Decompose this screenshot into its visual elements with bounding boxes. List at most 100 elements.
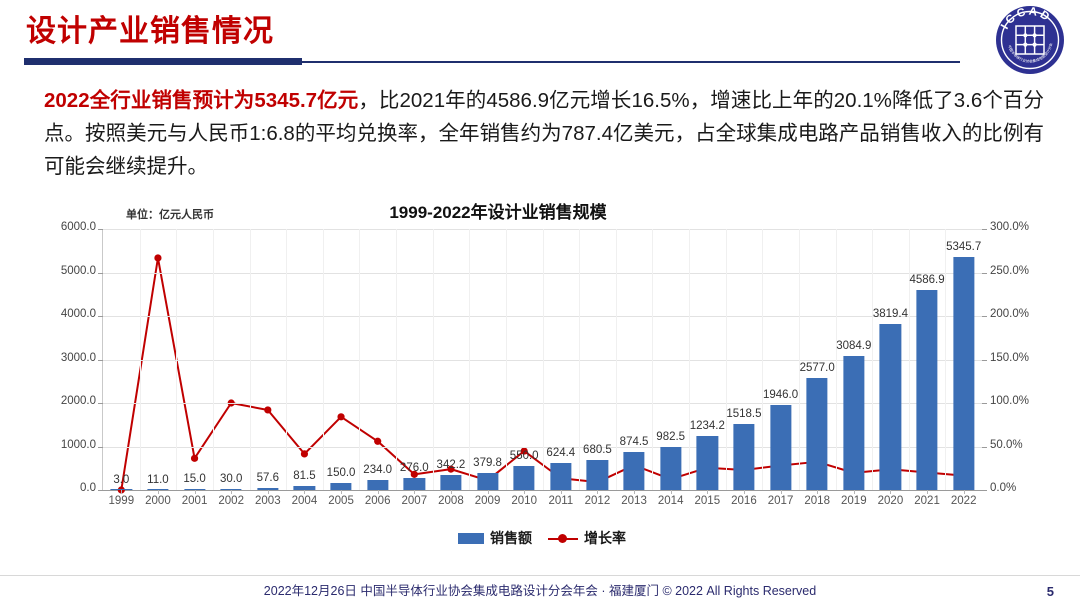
chart-bar-label: 874.5 [619,435,649,448]
chart-bar-group[interactable]: 5345.7 2022 [945,229,982,507]
chart-bar-label: 11.0 [147,473,169,486]
chart-bar-group[interactable]: 2577.0 2018 [799,229,836,507]
chart-bar[interactable] [733,423,755,490]
chart-bar-group[interactable]: 150.0 2005 [323,229,360,507]
chart-bar-label: 15.0 [183,473,206,486]
chart-bar[interactable] [513,466,535,490]
chart-bar[interactable] [696,436,718,490]
y-axis-left-tickmark [98,229,103,230]
chart-vgridline [798,229,800,490]
chart-bar-group[interactable]: 342.2 2008 [433,229,470,507]
chart-bar[interactable] [147,488,169,490]
chart-bar-group[interactable]: 874.5 2013 [616,229,653,507]
chart-bar[interactable] [257,487,279,490]
chart-bar-group[interactable]: 4586.9 2021 [909,229,946,507]
chart-bar[interactable] [183,488,206,490]
chart-bar[interactable] [843,355,865,490]
x-axis-tickmark [853,490,855,494]
chart-bar-group[interactable]: 11.0 2000 [140,229,177,507]
chart-vgridline [725,229,727,490]
x-axis-label: 2011 [548,495,574,507]
y-axis-left-tickmark [98,359,103,361]
legend-item-growth[interactable]: 增长率 [548,528,626,548]
chart-line-point[interactable] [374,437,382,445]
legend-item-sales[interactable]: 销售额 [458,528,532,548]
x-axis-label: 2006 [364,495,391,507]
chart-bar[interactable] [953,257,975,490]
chart-bar[interactable] [879,323,902,490]
chart-bar-group[interactable]: 624.4 2011 [543,229,580,507]
y-axis-right-tick: 200.0% [990,308,1030,320]
x-axis-tickmark [231,490,233,494]
chart-bar-group[interactable]: 550.0 2010 [506,229,543,507]
iccad-logo-icon: ICCAD 中国半导体行业协会集成电路设计分会 [994,4,1066,76]
chart-bar-label: 3.0 [113,473,130,486]
y-axis-left-tickmark [98,490,103,491]
chart-bar-group[interactable]: 3.0 1999 [103,229,140,507]
y-axis-right-tick: 300.0% [990,221,1030,233]
chart-vgridline [908,229,910,490]
chart-bar[interactable] [586,460,609,490]
chart-bar-label: 81.5 [293,470,316,483]
x-axis-label: 2002 [218,495,244,507]
chart-line-point[interactable] [190,454,199,462]
chart-line-point[interactable] [410,470,418,478]
chart-bar-group[interactable]: 15.0 2001 [176,229,213,507]
chart-vgridline [615,229,617,490]
y-axis-left-tick: 5000.0 [60,264,96,277]
chart-unit-note: 单位：亿元人民币 [126,209,214,221]
chart-bar-group[interactable]: 3819.4 2020 [872,229,909,507]
x-axis-tickmark [963,490,965,494]
chart-bar-group[interactable]: 234.0 2006 [359,229,396,507]
chart-bar[interactable] [220,488,242,490]
chart-bar-group[interactable]: 30.0 2002 [213,229,250,507]
chart-line-point[interactable] [520,447,528,455]
chart-bar[interactable] [293,486,316,490]
title-underline-thick [24,58,302,65]
x-axis-label: 2022 [950,495,977,507]
chart-bar[interactable] [110,488,132,490]
chart-bar-group[interactable]: 57.6 2003 [250,229,287,508]
chart-bar-group[interactable]: 982.5 2014 [652,229,689,507]
chart-line-point[interactable] [337,413,345,421]
chart-bar[interactable] [440,475,462,490]
x-axis-tickmark [707,490,709,494]
chart-line-point[interactable] [154,254,162,262]
footer-divider [0,575,1080,576]
chart-bar-group[interactable]: 379.8 2009 [469,229,506,507]
chart-line-point[interactable] [264,406,272,414]
page-title: 设计产业销售情况 [26,15,274,48]
chart-line-point[interactable] [300,450,309,458]
chart-bar[interactable] [806,377,828,490]
chart-bar[interactable] [330,483,352,490]
x-axis-label: 2003 [255,495,281,507]
chart-bar[interactable] [367,479,389,490]
chart-bar-group[interactable]: 3084.9 2019 [836,229,873,507]
chart-bar-group[interactable]: 1234.2 2015 [689,229,726,507]
chart-bar-group[interactable]: 1946.0 2017 [762,229,799,507]
chart-bar-group[interactable]: 1518.5 2016 [726,229,763,507]
x-axis-tickmark [157,490,159,494]
x-axis-label: 2015 [694,495,721,507]
chart-line-point[interactable] [227,399,235,407]
x-axis-tickmark [304,490,306,494]
chart-bar-group[interactable]: 680.5 2012 [579,229,616,507]
chart-bar[interactable] [916,290,938,490]
chart-bar[interactable] [550,462,572,490]
x-axis-tickmark [414,490,416,494]
chart-bar[interactable] [476,473,499,490]
chart-line-point[interactable] [447,465,455,473]
chart-vgridline [945,229,947,490]
x-axis-tickmark [377,490,379,494]
chart-bar[interactable] [769,405,792,490]
chart-bar[interactable] [623,451,645,490]
chart-bar-group[interactable]: 81.5 2004 [286,229,323,507]
chart-bar-label: 3819.4 [872,307,909,320]
chart-vgridline [212,229,214,490]
chart-bar-label: 4586.9 [909,274,945,287]
chart-bar[interactable] [660,447,682,490]
chart-bar-label: 1234.2 [689,420,725,433]
y-axis-left-tick: 3000.0 [60,351,96,364]
chart-bar-group[interactable]: 276.0 2007 [396,229,433,507]
chart-bar[interactable] [403,478,425,490]
